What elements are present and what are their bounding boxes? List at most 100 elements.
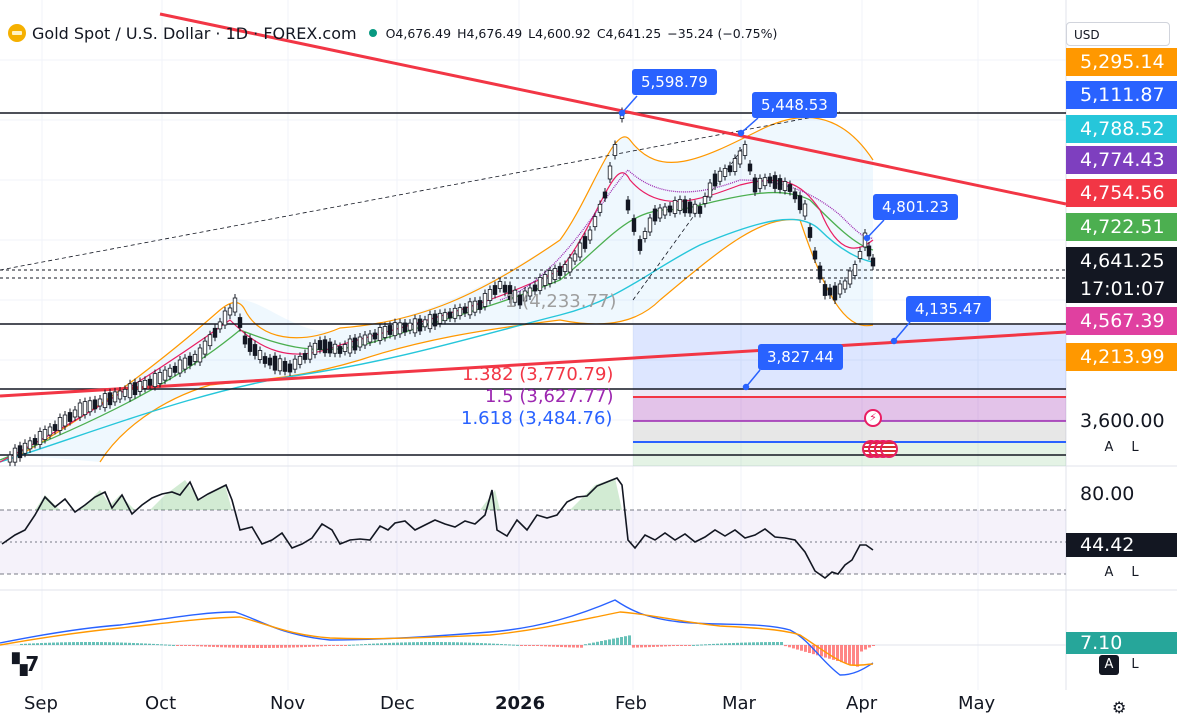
macd-histogram-bar	[804, 645, 807, 652]
macd-histogram-bar	[568, 645, 571, 648]
dashed-channel-line-2[interactable]	[632, 144, 746, 301]
macd-histogram-bar	[248, 645, 251, 648]
candle-body	[57, 417, 63, 431]
macd-histogram-bar	[88, 642, 91, 645]
candle-body	[337, 346, 343, 354]
fib-label-15: 1.5 (3,627.77)	[485, 386, 614, 407]
candle-body	[442, 312, 448, 322]
candle-body	[42, 429, 48, 440]
candle-body	[177, 359, 183, 374]
candle-body	[667, 205, 673, 213]
macd-histogram-bar	[364, 644, 367, 646]
macd-histogram-bar	[716, 643, 719, 645]
candle-body	[197, 347, 203, 363]
macd-histogram-bar	[420, 642, 423, 645]
macd-histogram-bar	[628, 635, 631, 645]
macd-pane[interactable]	[0, 599, 1066, 676]
ohlc-open: O4,676.49	[385, 25, 452, 41]
macd-histogram-bar	[288, 645, 291, 648]
macd-histogram-bar	[428, 642, 431, 645]
lightning-event-icon[interactable]: ⚡	[864, 409, 882, 427]
macd-histogram-bar	[580, 645, 583, 648]
candle-body	[327, 341, 333, 354]
candle-body	[107, 392, 113, 406]
candle-body	[207, 334, 213, 347]
macd-histogram-bar	[612, 638, 615, 645]
candle-body	[232, 297, 238, 313]
callout-peak[interactable]: 5,598.79	[632, 69, 717, 95]
macd-histogram-bar	[572, 645, 575, 648]
candle-body	[97, 398, 103, 407]
price-candles[interactable]	[7, 107, 876, 467]
macd-histogram-bar	[864, 645, 867, 650]
resistance-trendline[interactable]	[159, 12, 1067, 206]
macd-histogram-bar	[188, 645, 191, 646]
currency-button[interactable]: USD	[1066, 22, 1170, 46]
price-tag: 4,774.43	[1066, 146, 1177, 174]
tradingview-logo-icon[interactable]: ▚7	[12, 652, 39, 676]
macd-histogram-bar	[836, 645, 839, 661]
callout-support[interactable]: 4,135.47	[906, 296, 991, 322]
candle-body	[452, 307, 458, 319]
macd-histogram-bar	[432, 642, 435, 645]
log-scale-button[interactable]: L	[1125, 438, 1145, 458]
macd-histogram-bar	[840, 645, 843, 663]
macd-histogram-bar	[224, 645, 227, 648]
macd-histogram-bar	[140, 643, 143, 645]
candle-body	[67, 412, 73, 422]
dashed-channel-line[interactable]	[0, 111, 841, 271]
candle-body	[347, 338, 353, 354]
macd-log-scale-button[interactable]: L	[1125, 655, 1145, 675]
rsi-pane[interactable]	[0, 477, 1066, 580]
macd-histogram-bar	[184, 645, 187, 646]
candle-body	[817, 265, 823, 280]
macd-auto-scale-button[interactable]: A	[1099, 655, 1119, 675]
candle-body	[412, 318, 418, 334]
support-trendline[interactable]	[0, 330, 1067, 398]
auto-scale-button[interactable]: A	[1099, 438, 1119, 458]
macd-histogram-bar	[844, 645, 847, 664]
price-grid	[0, 0, 1066, 690]
macd-histogram-bar	[780, 642, 783, 645]
macd-histogram-bar	[648, 645, 651, 648]
macd-histogram-bar	[404, 642, 407, 645]
macd-histogram-bar	[212, 645, 215, 647]
candle-body	[277, 358, 283, 372]
symbol-title[interactable]: Gold Spot / U.S. Dollar · 1D · FOREX.com	[32, 23, 357, 43]
settings-gear-icon[interactable]: ⚙	[1112, 698, 1127, 717]
time-axis-label: 2026	[495, 693, 546, 714]
price-tag: 4,722.51	[1066, 213, 1177, 241]
candle-body	[777, 178, 783, 190]
macd-histogram-bar	[652, 645, 655, 647]
candle-body	[282, 360, 288, 372]
candle-body	[712, 173, 718, 187]
price-tag: 5,295.14	[1066, 48, 1177, 76]
rsi-auto-scale-button[interactable]: A	[1099, 563, 1119, 583]
macd-histogram-bar	[152, 643, 155, 645]
candle-body	[137, 381, 143, 392]
candle-body	[437, 312, 443, 324]
macd-histogram-bar	[664, 645, 667, 647]
us-flag-icon[interactable]	[880, 440, 898, 458]
macd-histogram-bar	[468, 642, 471, 645]
callout-recent-high[interactable]: 4,801.23	[873, 194, 958, 220]
macd-histogram-bar	[148, 643, 151, 645]
candle-body	[612, 144, 618, 156]
candle-body	[307, 345, 313, 360]
candle-body	[127, 383, 133, 399]
candle-body	[212, 327, 218, 338]
macd-histogram-bar	[244, 645, 247, 648]
macd-histogram-bar	[556, 645, 559, 647]
macd-histogram-bar	[48, 642, 51, 645]
macd-histogram-bar	[524, 645, 527, 646]
rsi-log-scale-button[interactable]: L	[1125, 563, 1145, 583]
candle-body	[362, 334, 368, 346]
callout-second-high[interactable]: 5,448.53	[752, 92, 837, 118]
callout-low[interactable]: 3,827.44	[758, 344, 843, 370]
macd-histogram-bar	[28, 643, 31, 645]
time-axis-label: Oct	[145, 693, 177, 714]
candle-body	[707, 182, 713, 198]
macd-histogram-bar	[644, 645, 647, 648]
time-axis-label: Apr	[846, 693, 878, 714]
